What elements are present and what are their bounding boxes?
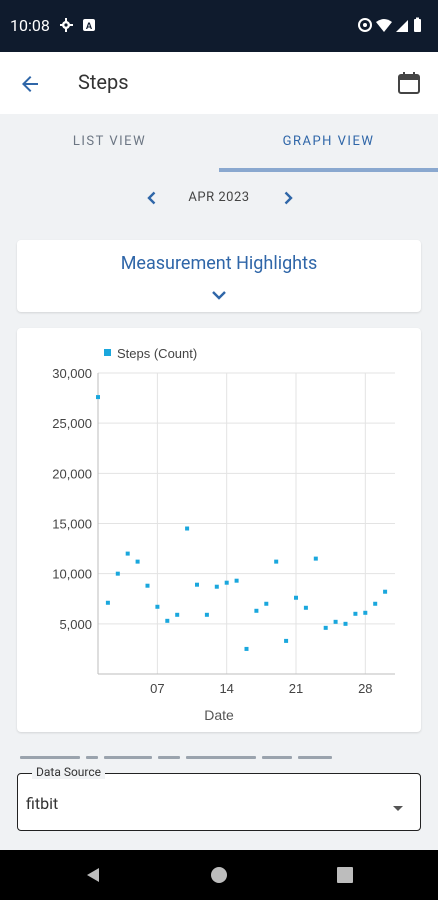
data-point[interactable] (214, 584, 219, 589)
data-point[interactable] (254, 608, 259, 613)
data-point[interactable] (96, 395, 100, 400)
y-tick-label: 10,000 (52, 567, 92, 582)
data-point[interactable] (303, 605, 308, 610)
back-button[interactable] (18, 72, 42, 100)
triangle-back-icon (87, 868, 99, 882)
home-nav-button[interactable] (210, 866, 228, 888)
data-point[interactable] (274, 559, 279, 564)
svg-text:A: A (86, 21, 93, 31)
battery-icon (414, 19, 421, 32)
calendar-button[interactable] (396, 70, 422, 100)
page-title: Steps (78, 70, 129, 94)
data-point[interactable] (264, 601, 269, 606)
description-text-peek (20, 750, 340, 760)
view-tabs: LIST VIEW GRAPH VIEW (0, 114, 438, 172)
circle-home-icon (211, 867, 227, 883)
date-navigator: APR 2023 (0, 180, 438, 216)
data-source-select[interactable]: Data Source fitbit (17, 765, 421, 831)
data-point[interactable] (333, 619, 338, 624)
y-tick-label: 30,000 (52, 366, 92, 381)
legend-swatch (104, 349, 111, 356)
square-recents-icon (337, 867, 353, 883)
measurement-highlights-card[interactable]: Measurement Highlights (17, 240, 421, 312)
signal-icon (396, 20, 408, 32)
steps-chart-card: 5,000 10,000 15,000 20,000 25,000 30,000 07 14 2… (17, 328, 421, 732)
tab-graph-view[interactable]: GRAPH VIEW (282, 134, 375, 149)
chevron-left-icon (147, 191, 156, 205)
status-icons-right (358, 17, 426, 37)
data-point[interactable] (284, 638, 289, 643)
status-icons-left: A (59, 17, 100, 37)
highlights-title: Measurement Highlights (120, 253, 318, 274)
x-axis-title: Date (204, 707, 234, 723)
y-tick-label: 15,000 (52, 517, 92, 532)
calendar-icon (398, 72, 420, 94)
data-point[interactable] (244, 646, 249, 651)
data-point[interactable] (353, 611, 358, 616)
dropdown-arrow-icon (392, 798, 404, 817)
app-bar: Steps (0, 52, 438, 114)
status-bar: 10:08 A (0, 0, 438, 52)
x-tick-label: 07 (150, 681, 164, 696)
font-icon: A (83, 19, 95, 31)
steps-chart: 5,000 10,000 15,000 20,000 25,000 30,000 07 14 2… (52, 346, 395, 723)
data-point[interactable] (373, 601, 378, 606)
data-point[interactable] (363, 610, 368, 615)
chevron-right-icon (284, 191, 293, 205)
data-point[interactable] (175, 612, 180, 617)
data-point[interactable] (234, 578, 239, 583)
active-tab-indicator (219, 168, 438, 172)
x-tick-label: 14 (219, 681, 233, 696)
data-point[interactable] (383, 589, 388, 594)
chevron-down-icon (211, 286, 227, 305)
chart-legend: Steps (Count) (104, 346, 197, 361)
data-point[interactable] (294, 595, 298, 600)
status-time: 10:08 (10, 16, 50, 35)
data-point[interactable] (195, 582, 199, 587)
legend-label: Steps (Count) (117, 346, 197, 361)
data-point[interactable] (105, 600, 110, 605)
data-point[interactable] (165, 618, 170, 623)
y-tick-label: 5,000 (59, 617, 92, 632)
data-saver-icon (358, 18, 372, 32)
x-tick-label: 21 (289, 681, 303, 696)
next-month-button[interactable] (280, 190, 296, 210)
data-point[interactable] (343, 621, 348, 626)
data-point[interactable] (115, 571, 120, 576)
x-tick-label: 28 (358, 681, 372, 696)
y-tick-label: 20,000 (52, 466, 92, 481)
tab-list-view[interactable]: LIST VIEW (72, 134, 147, 149)
back-nav-button[interactable] (84, 866, 102, 888)
data-point[interactable] (135, 559, 140, 564)
data-source-value: fitbit (26, 794, 59, 813)
wifi-icon (376, 19, 392, 32)
data-point[interactable] (125, 551, 130, 556)
data-point[interactable] (224, 580, 229, 585)
data-source-label: Data Source (32, 765, 106, 779)
previous-month-button[interactable] (144, 190, 160, 210)
data-point[interactable] (185, 526, 190, 531)
data-point[interactable] (204, 612, 209, 617)
arrow-left-icon (22, 76, 38, 92)
system-nav-bar (0, 850, 438, 900)
y-tick-label: 25,000 (52, 416, 92, 431)
data-point[interactable] (323, 625, 328, 630)
data-point[interactable] (313, 556, 318, 561)
recents-nav-button[interactable] (336, 866, 354, 888)
data-point[interactable] (145, 583, 150, 588)
data-point[interactable] (155, 604, 160, 609)
current-month: APR 2023 (188, 190, 250, 205)
